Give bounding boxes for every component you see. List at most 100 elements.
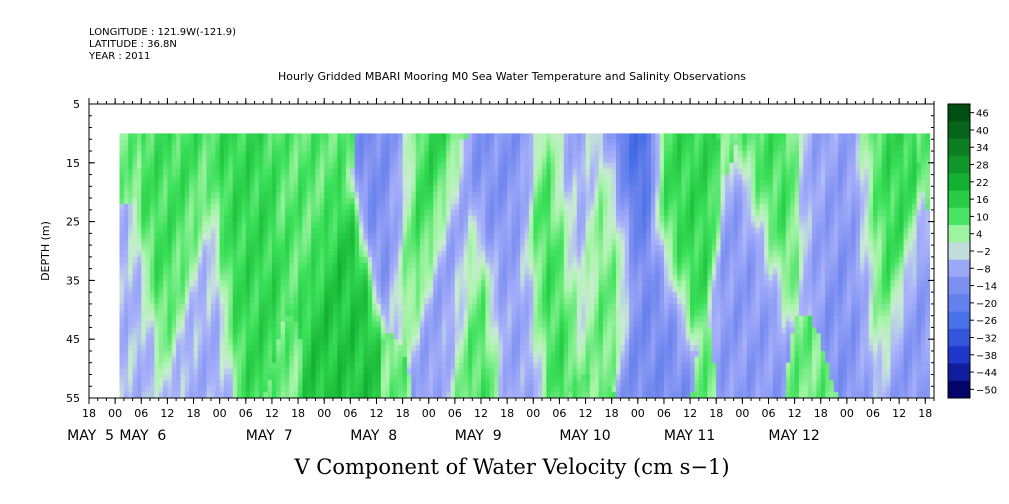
heatmap-cell bbox=[337, 198, 343, 205]
heatmap-cell bbox=[184, 286, 190, 293]
heatmap-cell bbox=[441, 256, 447, 264]
heatmap-cell bbox=[224, 151, 229, 158]
heatmap-cell bbox=[332, 227, 338, 234]
heatmap-cell bbox=[154, 180, 160, 187]
heatmap-cell bbox=[136, 380, 142, 387]
heatmap-cell bbox=[324, 356, 329, 364]
heatmap-cell bbox=[459, 156, 464, 164]
heatmap-cell bbox=[210, 162, 216, 170]
heatmap-cell bbox=[393, 245, 399, 252]
heatmap-cell bbox=[132, 239, 138, 246]
heatmap-cell bbox=[598, 309, 604, 317]
heatmap-cell bbox=[167, 309, 173, 317]
heatmap-cell bbox=[533, 274, 539, 281]
heatmap-cell bbox=[533, 256, 539, 264]
heatmap-cell bbox=[433, 333, 438, 340]
heatmap-cell bbox=[136, 239, 142, 246]
heatmap-cell bbox=[280, 162, 286, 170]
heatmap-cell bbox=[263, 251, 268, 258]
heatmap-cell bbox=[502, 356, 508, 364]
heatmap-cell bbox=[132, 298, 138, 305]
heatmap-cell bbox=[380, 251, 386, 258]
heatmap-cell bbox=[476, 350, 482, 358]
heatmap-cell bbox=[515, 198, 521, 205]
heatmap-cell bbox=[485, 168, 491, 175]
heatmap-cell bbox=[481, 309, 486, 317]
heatmap-cell bbox=[202, 286, 208, 293]
heatmap-cell bbox=[319, 192, 325, 199]
heatmap-cell bbox=[298, 386, 303, 393]
heatmap-cell bbox=[306, 374, 312, 381]
heatmap-cell bbox=[385, 327, 390, 334]
heatmap-cell bbox=[389, 139, 395, 146]
heatmap-cell bbox=[158, 274, 164, 281]
heatmap-cell bbox=[507, 245, 512, 252]
heatmap-cell bbox=[141, 368, 147, 375]
heatmap-cell bbox=[572, 392, 578, 399]
heatmap-cell bbox=[415, 239, 421, 246]
heatmap-cell bbox=[537, 215, 543, 222]
heatmap-cell bbox=[572, 362, 578, 369]
heatmap-cell bbox=[285, 251, 290, 258]
heatmap-cell bbox=[485, 180, 491, 187]
heatmap-cell bbox=[424, 327, 430, 334]
heatmap-cell bbox=[520, 221, 525, 228]
heatmap-cell bbox=[367, 380, 373, 387]
heatmap-cell bbox=[193, 251, 199, 258]
heatmap-cell bbox=[197, 350, 203, 358]
heatmap-cell bbox=[328, 192, 334, 199]
heatmap-cell bbox=[559, 239, 565, 246]
heatmap-cell bbox=[476, 327, 482, 334]
heatmap-cell bbox=[324, 203, 329, 211]
heatmap-cell bbox=[485, 350, 491, 358]
heatmap-cell bbox=[267, 292, 273, 299]
heatmap-cell bbox=[350, 280, 356, 287]
heatmap-cell bbox=[537, 286, 543, 293]
heatmap-cell bbox=[189, 262, 194, 270]
heatmap-cell bbox=[402, 362, 408, 369]
heatmap-cell bbox=[271, 380, 277, 387]
heatmap-cell bbox=[128, 256, 133, 264]
heatmap-cell bbox=[345, 227, 351, 234]
heatmap-cell bbox=[337, 139, 343, 146]
heatmap-cell bbox=[167, 203, 173, 211]
heatmap-cell bbox=[576, 386, 582, 393]
heatmap-cell bbox=[332, 198, 338, 205]
heatmap-cell bbox=[285, 315, 290, 322]
heatmap-cell bbox=[411, 350, 417, 358]
heatmap-cell bbox=[149, 156, 155, 164]
heatmap-cell bbox=[341, 215, 347, 222]
heatmap-cell bbox=[149, 215, 155, 222]
heatmap-cell bbox=[441, 221, 447, 228]
heatmap-cell bbox=[363, 321, 369, 328]
heatmap-cell bbox=[210, 303, 216, 311]
heatmap-cell bbox=[367, 292, 373, 299]
heatmap-cell bbox=[589, 327, 595, 334]
heatmap-cell bbox=[546, 303, 552, 311]
heatmap-cell bbox=[380, 292, 386, 299]
heatmap-cell bbox=[415, 168, 421, 175]
heatmap-cell bbox=[420, 315, 425, 322]
heatmap-cell bbox=[298, 274, 303, 281]
heatmap-cell bbox=[376, 368, 382, 375]
heatmap-cell bbox=[167, 233, 173, 240]
heatmap-cell bbox=[245, 292, 251, 299]
heatmap-cell bbox=[450, 209, 456, 217]
heatmap-cell bbox=[563, 186, 569, 193]
heatmap-cell bbox=[494, 368, 499, 375]
heatmap-cell bbox=[533, 251, 539, 258]
heatmap-cell bbox=[210, 356, 216, 364]
heatmap-cell bbox=[293, 192, 299, 199]
heatmap-cell bbox=[319, 203, 325, 211]
heatmap-cell bbox=[376, 327, 382, 334]
heatmap-cell bbox=[376, 315, 382, 322]
heatmap-cell bbox=[420, 221, 425, 228]
heatmap-cell bbox=[472, 339, 478, 346]
heatmap-cell bbox=[332, 209, 338, 217]
heatmap-cell bbox=[280, 186, 286, 193]
heatmap-cell bbox=[132, 356, 138, 364]
heatmap-cell bbox=[446, 286, 451, 293]
heatmap-cell bbox=[541, 239, 547, 246]
heatmap-cell bbox=[402, 180, 408, 187]
heatmap-cell bbox=[237, 345, 242, 352]
